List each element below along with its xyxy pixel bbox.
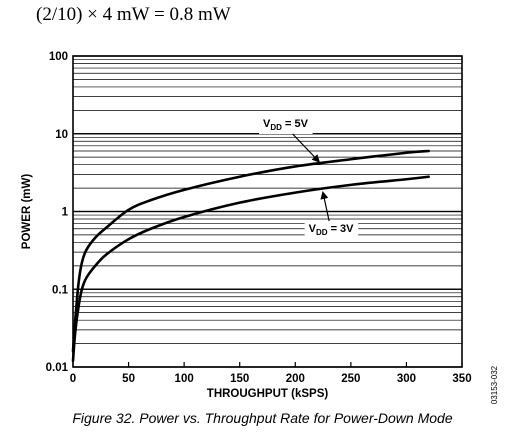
series-line-vdd-5v — [71, 149, 430, 353]
x-axis-ticks: 0 50 100 150 200 250 300 350 — [70, 362, 472, 385]
plot-frame — [72, 55, 463, 368]
y-tick-label: 10 — [55, 129, 68, 141]
y-tick-label: 0.1 — [52, 284, 69, 296]
x-tick-label: 0 — [70, 373, 76, 385]
series-label-vdd-5v: VDD = 5V — [259, 116, 313, 134]
series-lines — [71, 149, 430, 363]
x-tick-label: 300 — [397, 373, 416, 385]
x-tick-label: 150 — [230, 373, 249, 385]
arrow-vdd-5v — [292, 133, 321, 163]
grid-lines — [73, 55, 462, 368]
svg-text:VDD = 3V: VDD = 3V — [309, 223, 355, 237]
label-5v-main: V — [263, 118, 271, 130]
y-axis-ticks: 0.01 0.1 1 10 100 — [46, 51, 69, 374]
x-axis-label: THROUGHPUT (kSPS) — [207, 388, 329, 400]
series-line-vdd-3v — [71, 175, 430, 363]
label-5v-sub: DD — [270, 123, 282, 132]
label-3v-main: V — [309, 223, 317, 235]
x-tick-label: 100 — [175, 373, 194, 385]
series-label-vdd-3v: VDD = 3V — [304, 221, 359, 239]
figure-caption: Figure 32. Power vs. Throughput Rate for… — [72, 410, 453, 426]
x-tick-label: 250 — [341, 373, 360, 385]
arrow-vdd-3v — [320, 190, 330, 222]
label-3v-rest: = 3V — [328, 223, 355, 235]
x-tick-label: 350 — [452, 373, 471, 385]
label-5v-rest: = 5V — [282, 118, 309, 130]
label-arrows — [292, 133, 330, 222]
y-tick-label: 0.01 — [46, 362, 69, 374]
label-3v-sub: DD — [316, 228, 328, 237]
y-tick-label: 1 — [62, 207, 69, 219]
x-tick-label: 200 — [286, 373, 305, 385]
equation-text: (2/10) × 4 mW = 0.8 mW — [36, 4, 231, 25]
x-tick-label: 50 — [122, 373, 135, 385]
y-axis-label: POWER (mW) — [21, 174, 33, 250]
figure-code: 03153-032 — [490, 365, 499, 404]
svg-text:VDD = 5V: VDD = 5V — [263, 118, 309, 132]
y-tick-label: 100 — [49, 51, 68, 63]
